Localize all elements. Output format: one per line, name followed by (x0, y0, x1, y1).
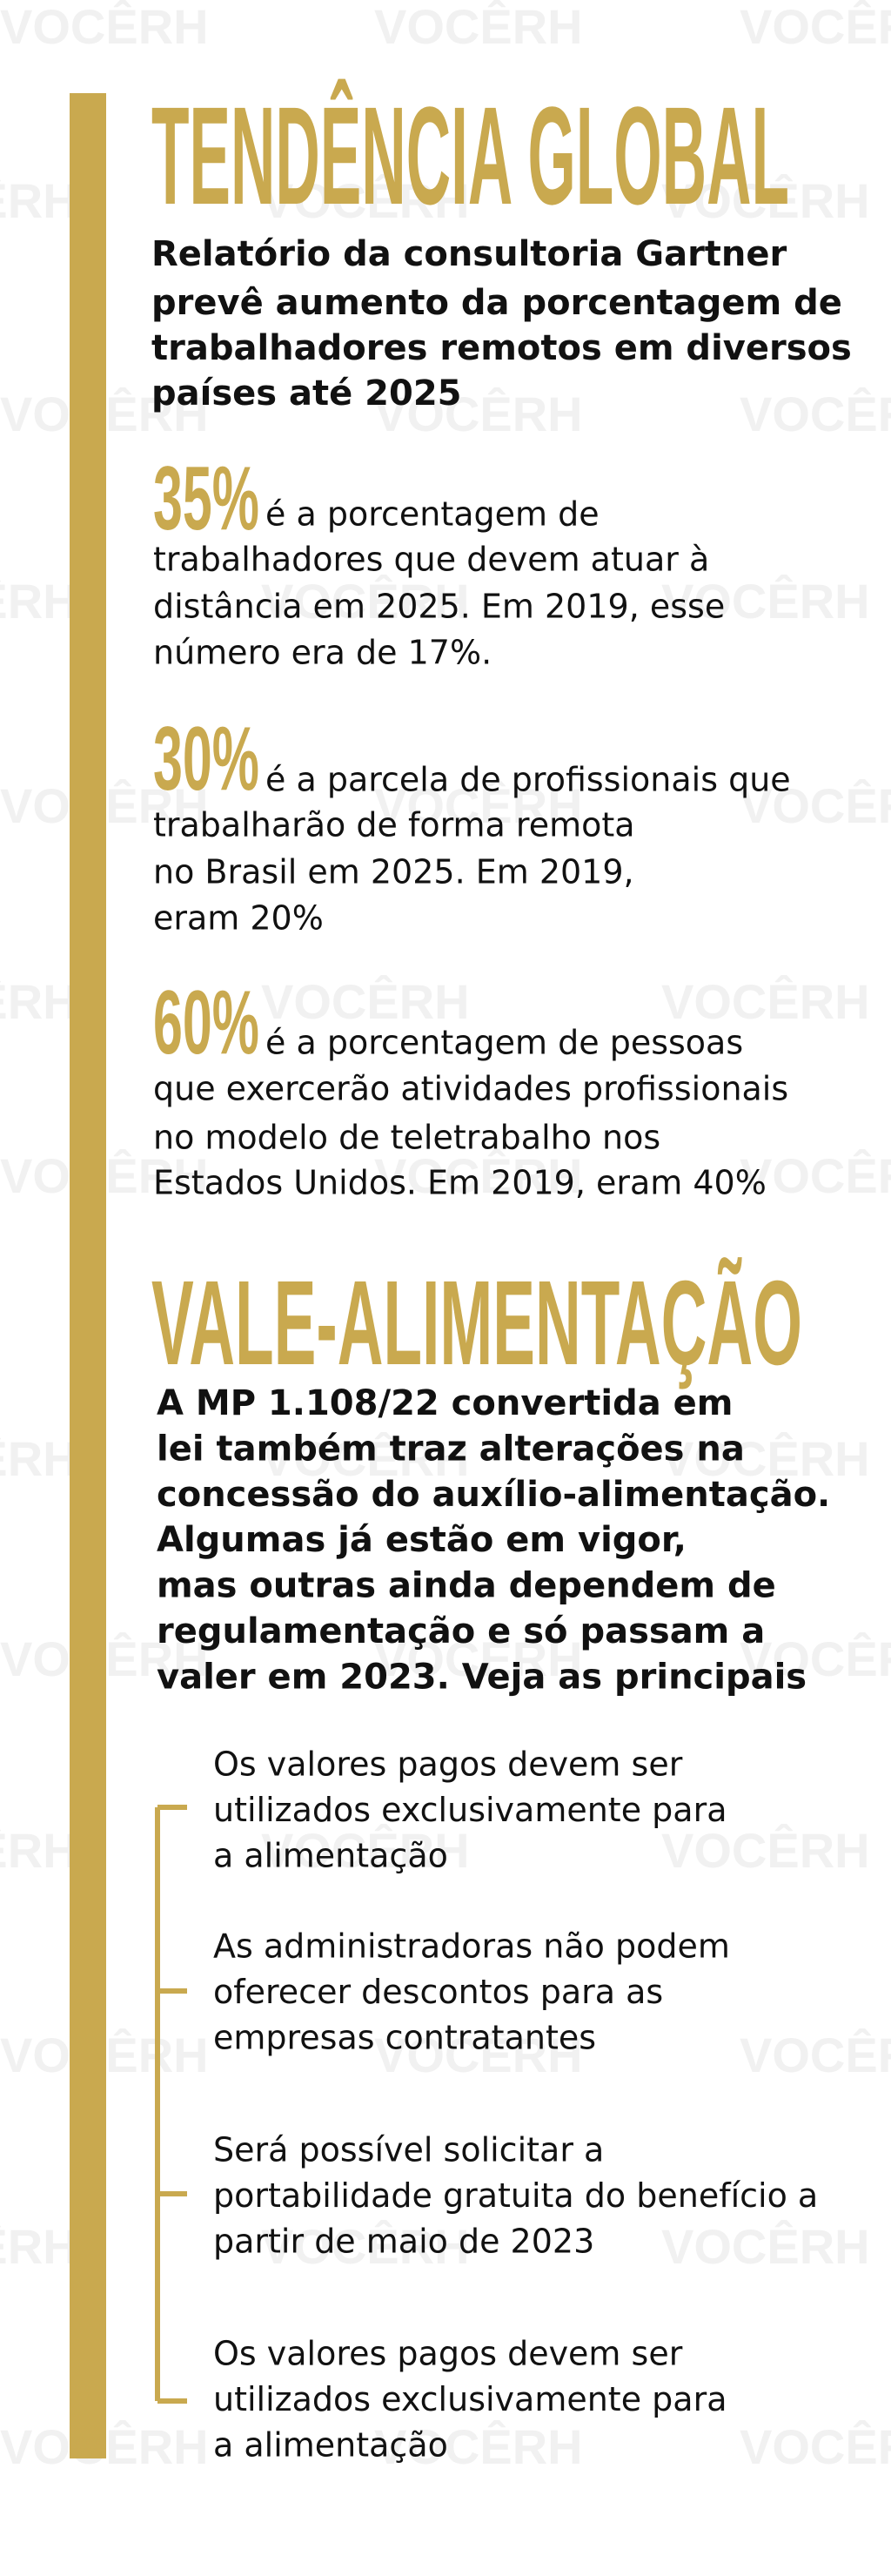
watermark: VOCÊRH (0, 2219, 78, 2274)
intro-line: A MP 1.108/22 convertida em (157, 1383, 733, 1423)
item-line: oferecer descontos para as (213, 1973, 663, 2011)
watermark: VOCÊRH (740, 1631, 891, 1686)
item-line: As administradoras não podem (213, 1927, 730, 1966)
item-line: partir de maio de 2023 (213, 2223, 594, 2261)
stat-text: trabalhadores que devem atuar à (153, 541, 709, 579)
intro-line: regulamentação e só passam a (157, 1611, 765, 1651)
bracket (155, 1805, 187, 2404)
item-line: Será possível solicitar a (213, 2131, 604, 2169)
intro-line: concessão do auxílio-alimentação. (157, 1475, 830, 1515)
watermark: VOCÊRH (261, 1823, 470, 1878)
watermark: VOCÊRH (661, 1823, 870, 1878)
watermark: VOCÊRH (374, 778, 583, 833)
intro-line: valer em 2023. Veja as principais (157, 1657, 807, 1697)
watermark: VOCÊRH (261, 173, 470, 228)
stat-text: distância em 2025. Em 2019, esse (153, 588, 725, 626)
watermark: VOCÊRH (740, 778, 891, 833)
watermark: VOCÊRH (261, 1431, 470, 1486)
watermark: VOCÊRH (374, 2028, 583, 2082)
watermark: VOCÊRH (740, 387, 891, 441)
watermark: VOCÊRH (740, 2419, 891, 2474)
stat-text: no modelo de teletrabalho nos (153, 1119, 660, 1157)
watermark: VOCÊRH (374, 0, 583, 54)
watermark: VOCÊRH (0, 574, 78, 629)
watermark: VOCÊRH (0, 974, 78, 1029)
stat-text: número era de 17%. (153, 634, 492, 672)
watermark: VOCÊRH (661, 173, 870, 228)
watermark: VOCÊRH (661, 574, 870, 629)
intro-line: mas outras ainda dependem de (157, 1566, 776, 1606)
watermark: VOCÊRH (261, 2219, 470, 2274)
stat-text: no Brasil em 2025. Em 2019, (153, 853, 634, 891)
watermark: VOCÊRH (374, 1631, 583, 1686)
item-line: Os valores pagos devem ser (213, 2335, 683, 2373)
watermark: VOCÊRH (740, 2028, 891, 2082)
watermark: VOCÊRH (374, 387, 583, 441)
item-line: utilizados exclusivamente para (213, 2380, 727, 2418)
stat-number: 30% (153, 709, 259, 810)
subtitle-line: países até 2025 (151, 373, 462, 414)
stat-text: Estados Unidos. Em 2019, eram 40% (153, 1164, 767, 1202)
title: TENDÊNCIA GLOBAL (151, 77, 789, 233)
item-line: a alimentação (213, 1837, 448, 1875)
watermark: VOCÊRH (661, 2219, 870, 2274)
stat-text: é a parcela de profissionais que (265, 761, 791, 799)
watermark: VOCÊRH (261, 974, 470, 1029)
watermark: VOCÊRH (0, 1431, 78, 1486)
item-line: a alimentação (213, 2426, 448, 2465)
watermark: VOCÊRH (740, 0, 891, 54)
stat-text: é a porcentagem de (265, 495, 600, 534)
watermark: VOCÊRH (0, 173, 78, 228)
section-title: VALE-ALIMENTAÇÃO (151, 1256, 802, 1390)
intro-line: Algumas já estão em vigor, (157, 1520, 687, 1560)
subtitle-line: prevê aumento da porcentagem de (151, 283, 842, 323)
subtitle-line: Relatório da consultoria Gartner (151, 234, 787, 274)
item-line: Os valores pagos devem ser (213, 1745, 683, 1784)
subtitle-line: trabalhadores remotos em diversos (151, 328, 852, 368)
stat-text: que exercerão atividades profissionais (153, 1070, 788, 1108)
intro-line: lei também traz alterações na (157, 1429, 745, 1469)
watermark: VOCÊRH (740, 1148, 891, 1203)
stat-text: é a porcentagem de pessoas (265, 1024, 743, 1062)
stat-number: 35% (153, 448, 259, 549)
watermark: VOCÊRH (0, 0, 209, 54)
watermark: VOCÊRH (374, 2419, 583, 2474)
watermark: VOCÊRH (661, 974, 870, 1029)
item-line: utilizados exclusivamente para (213, 1791, 727, 1829)
stat-text: trabalharão de forma remota (153, 806, 635, 844)
watermarks: VOCÊRH VOCÊRH VOCÊ RH VOCÊRH VOCÊRH VOCÊRH VOCÊ… (0, 0, 891, 2474)
watermark: VOCÊRH (661, 1431, 870, 1486)
watermark: VOCÊRH (261, 574, 470, 629)
watermark: VOCÊRH (0, 1823, 78, 1878)
watermark: VOCÊRH (374, 1148, 583, 1203)
item-line: portabilidade gratuita do benefício a (213, 2176, 818, 2215)
item-line: empresas contratantes (213, 2019, 596, 2057)
side-bar (70, 93, 106, 2458)
stat-number: 60% (153, 972, 259, 1073)
stat-text: eram 20% (153, 899, 324, 938)
